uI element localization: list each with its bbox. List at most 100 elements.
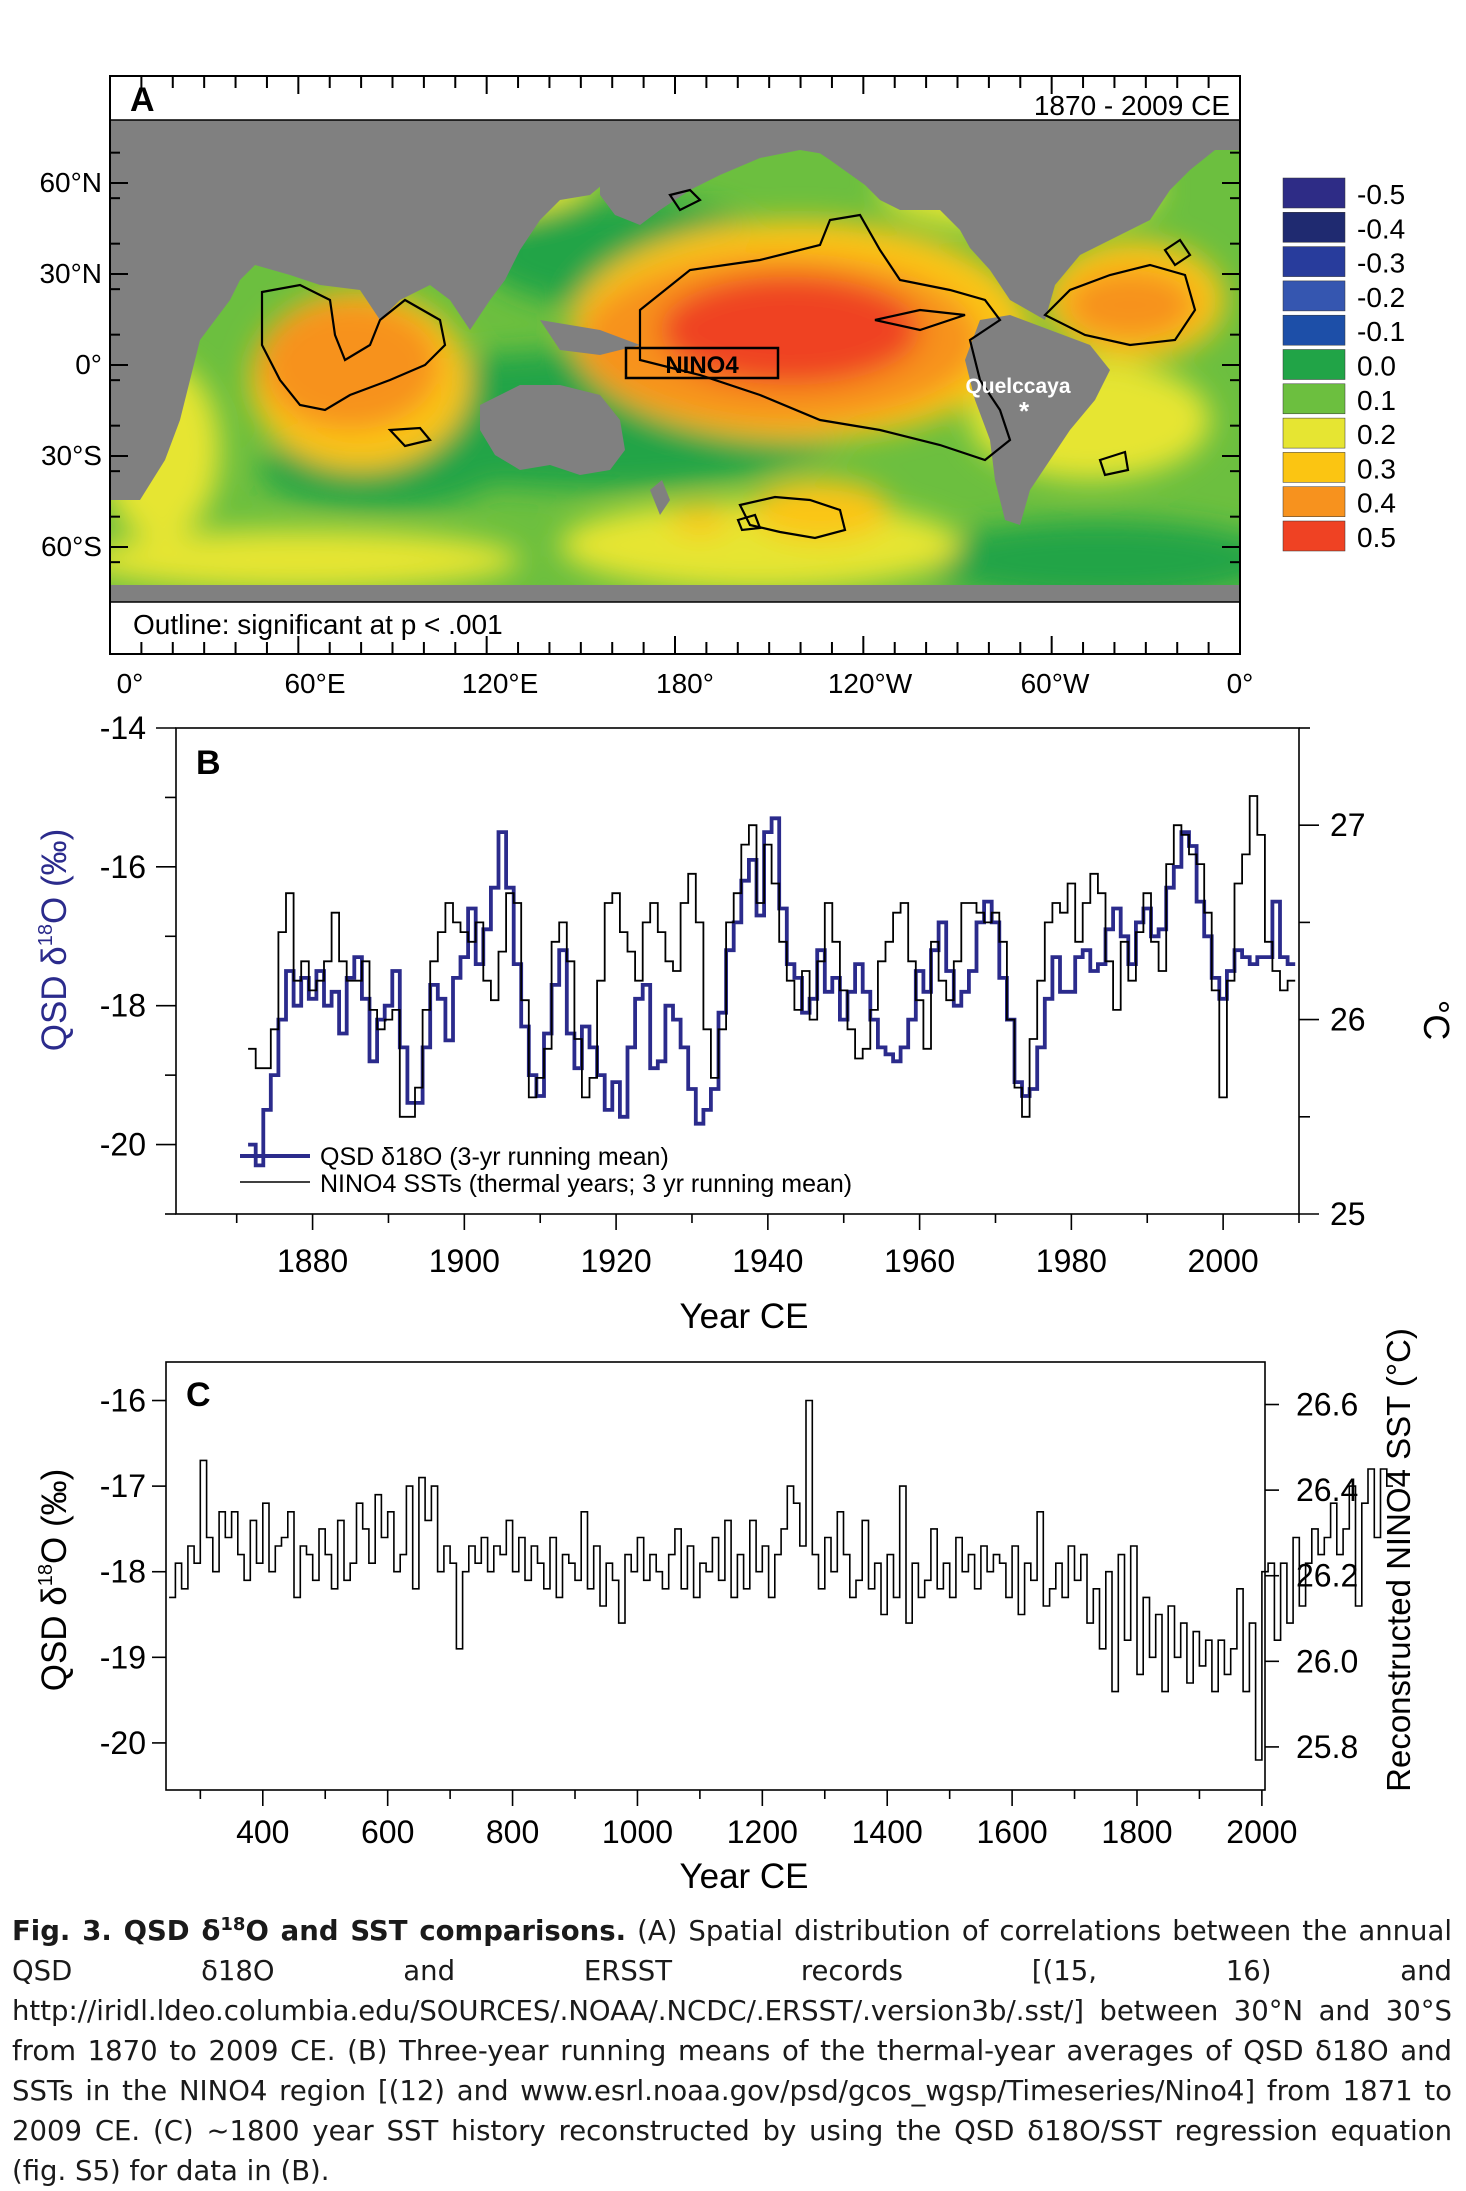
map-xtick-label: 60°W <box>1021 668 1090 699</box>
figure-canvas: NINO4 Quelccaya * 0° 60°E 120°E 180° 120°W 60… <box>35 75 1457 1895</box>
colorbar-swatch <box>1282 417 1346 449</box>
quelccaya-marker: * <box>1019 396 1030 426</box>
landmass-south-america <box>965 315 1110 525</box>
figure-caption: Fig. 3. QSD δ18O and SST comparisons. (A… <box>12 1905 1452 2191</box>
b-ytick-right-label: 27 <box>1330 807 1366 843</box>
panel-c-ticks: 400 600 800 1000 1200 1400 1600 1800 2000 -16 -17 -… <box>100 1383 1359 1850</box>
c-ytick-right-label: 26.6 <box>1296 1387 1358 1423</box>
colorbar-label: 0.4 <box>1357 488 1396 519</box>
colorbar-label: 0.3 <box>1357 453 1396 484</box>
b-xtick-label: 2000 <box>1188 1243 1259 1279</box>
c-ytick-left-label: -16 <box>100 1383 146 1419</box>
landmass-greenland <box>1000 120 1080 160</box>
panel-b-xlabel: Year CE <box>679 1297 808 1336</box>
panel-b-ylabel-right: °C <box>1416 1000 1457 1040</box>
colorbar-swatch <box>1282 486 1346 517</box>
c-xtick-label: 1200 <box>727 1814 798 1850</box>
panel-c-reconstruction: 400 600 800 1000 1200 1400 1600 1800 2000 -16 -17 -… <box>35 1328 1417 1895</box>
c-xtick-label: 800 <box>486 1814 539 1850</box>
landmass-australia <box>480 385 625 475</box>
b-xtick-label: 1980 <box>1036 1243 1107 1279</box>
landmass-north-america <box>1030 120 1240 240</box>
colorbar-label: -0.2 <box>1357 282 1405 313</box>
series-nino4-sst <box>248 795 1296 1118</box>
map-ytick-label: 60°N <box>39 167 102 198</box>
c-ytick-left-label: -18 <box>100 1554 146 1590</box>
c-xtick-label: 600 <box>361 1814 414 1850</box>
panel-b-series <box>248 795 1296 1168</box>
colorbar-label: 0.5 <box>1357 522 1396 553</box>
caption-fig-label: Fig. 3. QSD δ18O and SST comparisons. <box>12 1914 627 1948</box>
map-ytick-label: 30°S <box>41 440 102 471</box>
map-ytick-label: 60°S <box>41 531 102 562</box>
caption-text: (A) Spatial distribution of correlations… <box>12 1915 1452 2188</box>
b-ytick-right-label: 26 <box>1330 1002 1366 1038</box>
significance-contours <box>260 188 1197 540</box>
map-xtick-label: 60°E <box>284 668 345 699</box>
panel-b-ticks: 1880 1900 1920 1940 1960 1980 2000 -14 -16 -18 -20… <box>100 710 1366 1279</box>
landmass-antarctica <box>110 585 1240 602</box>
colorbar-label: -0.5 <box>1357 179 1405 210</box>
colorbar-label: 0.2 <box>1357 419 1396 450</box>
panel-c-ylabel-left: QSD δ18O (‰) <box>35 1469 74 1692</box>
landmass-new-zealand <box>650 480 670 515</box>
legend-label-nino4: NINO4 SSTs (thermal years; 3 yr running … <box>320 1170 852 1198</box>
panel-b-timeseries: 1880 1900 1920 1940 1960 1980 2000 -14 -16 -18 -20… <box>35 710 1457 1336</box>
colorbar-swatch <box>1282 520 1346 552</box>
panel-b-ylabel-left: QSD δ18O (‰) <box>35 829 74 1052</box>
series-qsd-d18o <box>248 816 1296 1168</box>
c-xtick-label: 1000 <box>602 1814 673 1850</box>
panel-c-label: C <box>186 1376 211 1414</box>
legend-label-qsd: QSD δ18O (3-yr running mean) <box>320 1143 669 1171</box>
significance-note: Outline: significant at p < .001 <box>133 609 503 640</box>
panel-b-label: B <box>196 744 221 782</box>
map-ytick-label: 30°N <box>39 258 102 289</box>
land-masses <box>110 120 1240 602</box>
c-ytick-right-label: 25.8 <box>1296 1729 1358 1765</box>
c-ytick-left-label: -20 <box>100 1725 146 1761</box>
b-xtick-label: 1880 <box>277 1243 348 1279</box>
correlation-map: NINO4 Quelccaya * 0° 60°E 120°E 180° 120°W 60… <box>39 75 1405 699</box>
b-xtick-label: 1920 <box>581 1243 652 1279</box>
nino4-box <box>624 346 780 380</box>
map-axis-labels: 0° 60°E 120°E 180° 120°W 60°W 0° 60°N 30°N 0° 30°S… <box>39 167 1253 699</box>
c-xtick-label: 2000 <box>1226 1814 1297 1850</box>
map-xtick-label: 120°W <box>828 668 913 699</box>
colorbar-swatch <box>1282 314 1346 346</box>
colorbar-swatch <box>1282 212 1346 243</box>
panel-b-legend: QSD δ18O (3-yr running mean) NINO4 SSTs … <box>240 1143 852 1198</box>
colorbar-label: -0.4 <box>1357 213 1405 244</box>
colorbar-swatch <box>1282 280 1346 312</box>
map-xtick-label: 0° <box>1227 668 1254 699</box>
colorbar-swatch <box>1282 246 1346 277</box>
b-xtick-label: 1960 <box>884 1243 955 1279</box>
b-ytick-left-label: -16 <box>100 849 146 885</box>
nino4-label: NINO4 <box>665 352 739 379</box>
map-xtick-label: 0° <box>117 668 144 699</box>
b-ytick-right-label: 25 <box>1330 1196 1366 1232</box>
c-xtick-label: 400 <box>236 1814 289 1850</box>
quelccaya-label: Quelccaya <box>965 375 1070 398</box>
b-ytick-left-label: -14 <box>100 710 146 746</box>
colorbar-label: 0.0 <box>1357 351 1396 382</box>
colorbar-swatch <box>1282 177 1346 209</box>
b-xtick-label: 1940 <box>732 1243 803 1279</box>
colorbar: -0.5-0.4 -0.3-0.2-0.1 0.00.10.20.3 0.40.5 <box>1282 177 1405 553</box>
colorbar-label: -0.1 <box>1357 316 1405 347</box>
map-ytick-label: 0° <box>75 349 102 380</box>
c-xtick-label: 1600 <box>977 1814 1048 1850</box>
panel-c-ylabel-right: Reconstructed NINO4 SST (°C) <box>1380 1328 1417 1792</box>
c-ytick-left-label: -19 <box>100 1639 146 1675</box>
colorbar-label: 0.1 <box>1357 385 1396 416</box>
landmass-indonesia <box>540 320 640 355</box>
colorbar-swatch <box>1282 452 1346 483</box>
landmass-asia-east <box>600 120 860 225</box>
c-ytick-left-label: -17 <box>100 1468 146 1504</box>
colorbar-label: -0.3 <box>1357 248 1405 279</box>
c-ytick-right-label: 26.4 <box>1296 1472 1358 1508</box>
c-ytick-right-label: 26.0 <box>1296 1643 1358 1679</box>
b-ytick-left-label: -18 <box>100 988 146 1024</box>
panel-a-label: A <box>130 81 155 119</box>
colorbar-swatch <box>1282 349 1346 380</box>
b-ytick-left-label: -20 <box>100 1127 146 1163</box>
